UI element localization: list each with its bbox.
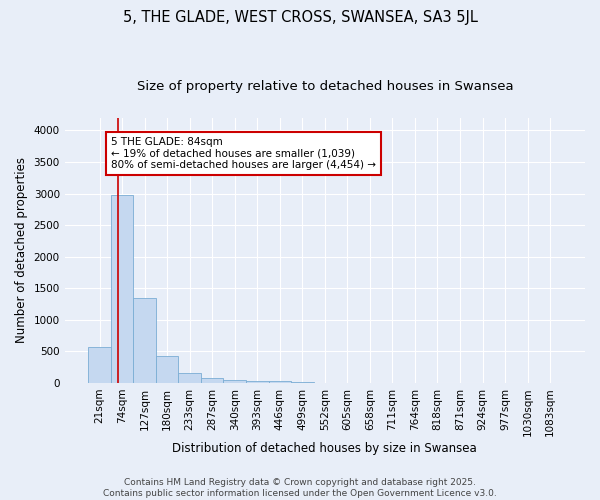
Text: 5, THE GLADE, WEST CROSS, SWANSEA, SA3 5JL: 5, THE GLADE, WEST CROSS, SWANSEA, SA3 5… [122,10,478,25]
Text: Contains HM Land Registry data © Crown copyright and database right 2025.
Contai: Contains HM Land Registry data © Crown c… [103,478,497,498]
Bar [111,196,133,383]
Bar [269,382,291,383]
Bar [88,347,111,383]
Bar [291,382,314,383]
Bar [246,381,269,383]
Bar [201,378,223,383]
Text: 5 THE GLADE: 84sqm
← 19% of detached houses are smaller (1,039)
80% of semi-deta: 5 THE GLADE: 84sqm ← 19% of detached hou… [111,136,376,170]
Bar [178,373,201,383]
X-axis label: Distribution of detached houses by size in Swansea: Distribution of detached houses by size … [172,442,477,455]
Y-axis label: Number of detached properties: Number of detached properties [15,158,28,344]
Bar [156,356,178,383]
Bar [223,380,246,383]
Title: Size of property relative to detached houses in Swansea: Size of property relative to detached ho… [137,80,513,93]
Bar [133,298,156,383]
